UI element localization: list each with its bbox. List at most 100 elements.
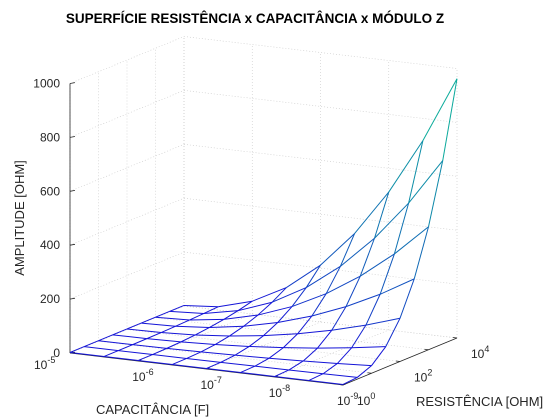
- mesh-edge: [112, 328, 128, 336]
- x-tick-label: 10-7: [201, 375, 222, 392]
- y-tick-mark: [395, 360, 401, 362]
- x-axis-label: CAPACITÂNCIA [F]: [96, 402, 209, 417]
- mesh-edge: [339, 233, 356, 267]
- mesh-edge: [413, 226, 429, 279]
- mesh-edge: [322, 363, 338, 375]
- z-tick-mark: [69, 243, 76, 246]
- y-tick-label: 104: [471, 344, 489, 361]
- mesh-edge: [234, 354, 270, 359]
- mesh-edge: [422, 78, 458, 141]
- mesh-edge: [331, 306, 347, 331]
- surface-mesh: [69, 78, 458, 385]
- mesh-edge: [152, 354, 187, 359]
- z-tick-mark: [69, 136, 76, 138]
- mesh-edge: [169, 304, 185, 312]
- mesh-edge: [243, 322, 278, 327]
- chart-title: SUPERFÍCIE RESISTÊNCIA x CAPACITÂNCIA x …: [66, 11, 444, 26]
- mesh-edge: [132, 344, 167, 349]
- mesh-edge: [379, 253, 395, 295]
- mesh-edge: [223, 314, 258, 320]
- mesh-edge: [126, 328, 162, 334]
- mesh-edge: [331, 324, 366, 331]
- mesh-edge: [288, 369, 324, 375]
- mesh-edge: [252, 287, 287, 302]
- grid-line: [155, 317, 429, 351]
- mesh-edge: [323, 373, 358, 378]
- mesh-edge: [308, 379, 344, 385]
- z-tick-label: 800: [40, 130, 60, 144]
- mesh-edge: [388, 140, 424, 193]
- mesh-edge: [152, 347, 167, 355]
- mesh-edge: [379, 278, 415, 295]
- mesh-edge: [189, 312, 205, 321]
- mesh-edge: [69, 351, 105, 357]
- mesh-edge: [359, 238, 375, 277]
- mesh-edge: [200, 344, 216, 353]
- mesh-edge: [84, 346, 119, 352]
- mesh-edge: [374, 202, 410, 239]
- mesh-edge: [274, 369, 290, 377]
- mesh-edge: [180, 341, 216, 346]
- mesh-edge: [138, 359, 173, 365]
- mesh-edge: [175, 319, 190, 327]
- mesh-edge: [172, 357, 187, 365]
- grid-line: [69, 36, 185, 84]
- mesh-edge: [160, 325, 176, 333]
- mesh-edge: [189, 318, 224, 321]
- mesh-edge: [277, 306, 293, 323]
- mesh-edge: [172, 363, 207, 369]
- mesh-edge: [254, 357, 270, 367]
- mesh-edge: [271, 287, 307, 303]
- mesh-edge: [98, 334, 113, 342]
- mesh-edge: [277, 315, 312, 323]
- mesh-edge: [351, 346, 386, 349]
- mesh-edge: [214, 335, 230, 345]
- mesh-edge: [203, 306, 219, 314]
- mesh-edge: [345, 293, 381, 308]
- mesh-edge: [141, 316, 156, 324]
- mesh-edge: [303, 360, 338, 364]
- mesh-edge: [399, 278, 415, 319]
- mesh-edge: [98, 340, 133, 346]
- grid-line: [183, 144, 458, 177]
- z-tick-mark: [69, 190, 76, 192]
- grid-line: [69, 90, 185, 138]
- mesh-edge: [359, 253, 395, 277]
- mesh-edge: [103, 350, 119, 357]
- mesh-edge: [240, 365, 256, 373]
- mesh-edge: [342, 376, 358, 385]
- mesh-edge: [186, 351, 202, 359]
- grid-line: [274, 329, 389, 378]
- mesh-edge: [248, 335, 264, 347]
- mesh-edge: [291, 287, 307, 307]
- mesh-edge: [374, 191, 390, 239]
- mesh-edge: [104, 355, 139, 361]
- mesh-edge: [394, 226, 429, 255]
- grid-line: [69, 144, 185, 192]
- mesh-edge: [351, 324, 367, 349]
- mesh-edge: [243, 314, 259, 327]
- mesh-edge: [166, 347, 201, 353]
- y-tick-label: 102: [414, 368, 432, 385]
- mesh-edge: [215, 344, 250, 347]
- mesh-edge: [311, 306, 347, 317]
- mesh-edge: [263, 333, 298, 337]
- z-tick-label: 600: [40, 184, 60, 198]
- mesh-edge: [268, 347, 284, 359]
- mesh-edge: [428, 160, 444, 227]
- grid-line: [183, 36, 458, 69]
- mesh-edge: [297, 329, 332, 335]
- mesh-edge: [175, 325, 210, 328]
- mesh-edge: [169, 310, 204, 314]
- mesh-edge: [146, 338, 182, 343]
- mesh-edge: [237, 300, 253, 312]
- mesh-edge: [442, 78, 458, 161]
- z-tick-label: 200: [40, 292, 60, 306]
- mesh-edge: [209, 325, 244, 328]
- mesh-edge: [146, 332, 162, 340]
- mesh-edge: [240, 371, 275, 377]
- mesh-edge: [223, 310, 239, 320]
- mesh-edge: [269, 357, 304, 362]
- mesh-edge: [320, 233, 355, 266]
